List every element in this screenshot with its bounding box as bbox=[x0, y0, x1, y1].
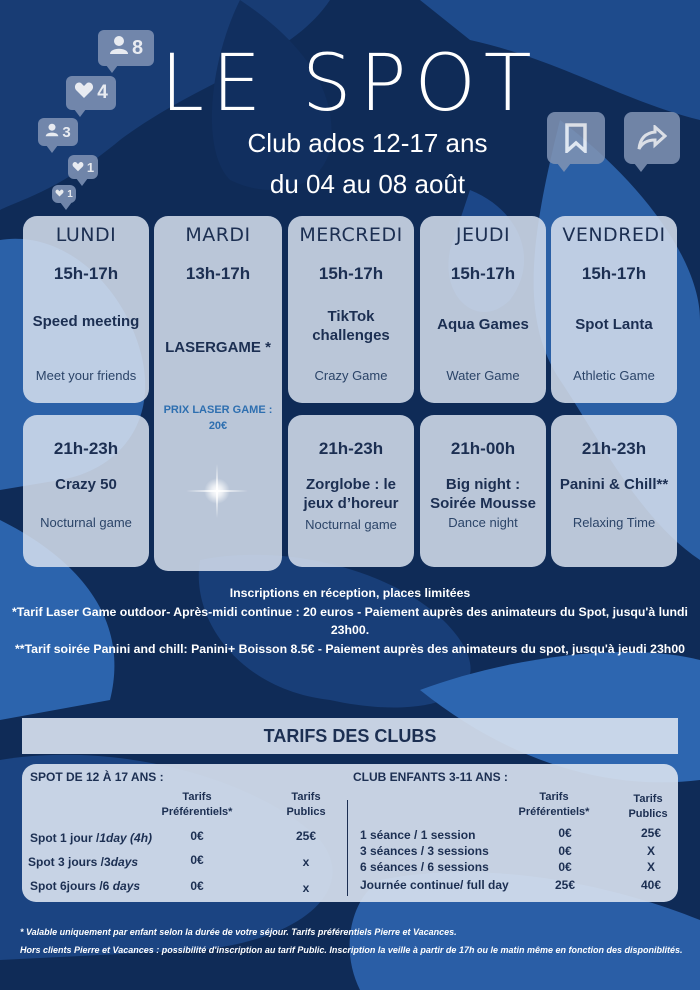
card-mardi: MARDI 13h-17h LASERGAME * PRIX LASER GAM… bbox=[154, 216, 282, 571]
time-slot: 21h-23h bbox=[53, 439, 119, 458]
heart-count-tiny: 1 bbox=[67, 188, 73, 200]
activity-name: Spot Lanta bbox=[575, 316, 653, 333]
enfants-row-2-pref: 0€ bbox=[558, 844, 572, 858]
card-jeudi-evening: 21h-00h Big night : Soirée Mousse Dance … bbox=[420, 415, 546, 567]
day-name: MARDI bbox=[185, 224, 251, 246]
spot-row-1-pub: 25€ bbox=[295, 829, 317, 843]
card-mercredi-evening: 21h-23h Zorglobe : le jeux d’horeur Noct… bbox=[288, 415, 414, 567]
activity-name: Zorglobe : le jeux d’horeur bbox=[303, 476, 399, 512]
heart-badge-tiny: 1 bbox=[52, 185, 76, 210]
heart-count-small: 1 bbox=[86, 159, 95, 175]
users-count: 3 bbox=[62, 123, 71, 141]
tarifs-table: SPOT DE 12 À 17 ANS : Tarifs Préférentie… bbox=[22, 764, 678, 902]
activity-desc: Nocturnal game bbox=[305, 517, 397, 532]
spot-row-2-label: Spot 3 jours /3days bbox=[28, 855, 139, 869]
enfants-row-3-label: 6 séances / 6 sessions bbox=[360, 860, 489, 874]
page-title: LE SPOT bbox=[160, 39, 540, 129]
day-name: VENDREDI bbox=[562, 224, 666, 246]
activity-name: Big night : Soirée Mousse bbox=[430, 476, 536, 512]
activity-name: Panini & Chill** bbox=[559, 476, 669, 493]
users-badge: 3 bbox=[38, 118, 78, 153]
time-slot: 15h-17h bbox=[318, 264, 384, 283]
spot-row-2-pub: x bbox=[302, 855, 310, 869]
user-icon bbox=[45, 123, 59, 141]
enfants-row-1-pub: 25€ bbox=[640, 826, 662, 840]
enfants-row-1-pref: 0€ bbox=[558, 826, 572, 840]
activity-desc: Dance night bbox=[448, 515, 518, 530]
day-name: JEUDI bbox=[455, 224, 511, 246]
card-lundi-afternoon: LUNDI 15h-17h Speed meeting Meet your fr… bbox=[23, 216, 149, 403]
time-slot: 15h-17h bbox=[53, 264, 119, 283]
enfants-row-3-pref: 0€ bbox=[558, 860, 572, 874]
time-slot: 21h-23h bbox=[318, 439, 384, 458]
enfants-heading: CLUB ENFANTS 3-11 ANS : bbox=[353, 770, 508, 784]
light-flare bbox=[186, 464, 248, 518]
enfants-row-4-pref: 25€ bbox=[554, 878, 576, 892]
bookmark-icon bbox=[547, 112, 605, 172]
inscriptions-note: Inscriptions en réception, places limité… bbox=[229, 586, 471, 600]
spot-row-3-pref: 0€ bbox=[190, 879, 204, 893]
enfants-row-1-label: 1 séance / 1 session bbox=[360, 828, 476, 842]
spot-row-1-label: Spot 1 jour /1day (4h) bbox=[30, 831, 153, 845]
heart-badge-small: 1 bbox=[68, 155, 98, 186]
time-slot: 15h-17h bbox=[450, 264, 516, 283]
column-divider bbox=[347, 800, 348, 896]
day-name: MERCREDI bbox=[299, 224, 403, 246]
day-name: LUNDI bbox=[55, 224, 117, 246]
likes-badge: 4 bbox=[66, 76, 116, 117]
card-jeudi-afternoon: JEUDI 15h-17h Aqua Games Water Game bbox=[420, 216, 546, 403]
activity-name: Speed meeting bbox=[32, 313, 140, 330]
card-lundi-evening: 21h-23h Crazy 50 Nocturnal game bbox=[23, 415, 149, 567]
time-slot: 13h-17h bbox=[185, 264, 251, 283]
time-slot: 15h-17h bbox=[581, 264, 647, 283]
likes-count: 4 bbox=[97, 82, 108, 103]
activity-desc: Relaxing Time bbox=[572, 515, 656, 530]
time-slot: 21h-23h bbox=[581, 439, 647, 458]
spot-row-1-pref: 0€ bbox=[190, 829, 204, 843]
activity-name: Crazy 50 bbox=[55, 476, 117, 493]
spot-row-3-pub: x bbox=[302, 881, 310, 895]
laser-price-note: *Tarif Laser Game outdoor- Après-midi co… bbox=[12, 605, 688, 637]
spot-heading: SPOT DE 12 À 17 ANS : bbox=[30, 770, 164, 784]
enfants-row-4-label: Journée continue/ full day bbox=[360, 878, 509, 892]
card-mercredi-afternoon: MERCREDI 15h-17h TikTok challenges Crazy… bbox=[288, 216, 414, 403]
spot-col-pref: Tarifs Préférentiels* bbox=[161, 791, 233, 818]
activity-name: LASERGAME * bbox=[165, 339, 271, 356]
enfants-col-pref: Tarifs Préférentiels* bbox=[518, 791, 590, 818]
activity-desc: Meet your friends bbox=[35, 368, 137, 383]
activity-name: TikTok challenges bbox=[312, 308, 390, 344]
tarifs-title: TARIFS DES CLUBS bbox=[22, 718, 678, 754]
enfants-row-2-label: 3 séances / 3 sessions bbox=[360, 844, 489, 858]
followers-badge: 8 bbox=[98, 30, 154, 73]
activity-desc: Nocturnal game bbox=[40, 515, 132, 530]
followers-count: 8 bbox=[131, 36, 144, 59]
activity-desc: Water Game bbox=[446, 368, 520, 383]
time-slot: 21h-00h bbox=[450, 439, 516, 458]
laser-game-price: PRIX LASER GAME : 20€ bbox=[163, 404, 273, 432]
enfants-col-pub: Tarifs Publics bbox=[628, 793, 668, 820]
footnote-1: * Valable uniquement par enfant selon la… bbox=[20, 927, 457, 937]
activity-desc: Athletic Game bbox=[573, 368, 655, 383]
enfants-row-2-pub: X bbox=[646, 844, 655, 858]
activity-name: Aqua Games bbox=[437, 316, 529, 333]
page-subtitle: Club ados 12-17 ans bbox=[247, 128, 488, 158]
enfants-row-4-pub: 40€ bbox=[640, 878, 662, 892]
heart-icon bbox=[55, 189, 64, 200]
spot-row-3-label: Spot 6jours /6 days bbox=[30, 879, 141, 893]
enfants-row-3-pub: X bbox=[646, 860, 655, 874]
user-icon bbox=[109, 35, 129, 61]
heart-icon bbox=[72, 160, 84, 175]
spot-col-pub: Tarifs Publics bbox=[286, 791, 326, 818]
card-vendredi-evening: 21h-23h Panini & Chill** Relaxing Time bbox=[551, 415, 677, 567]
activity-desc: Crazy Game bbox=[314, 368, 388, 383]
heart-icon bbox=[74, 81, 94, 105]
panini-price-note: **Tarif soirée Panini and chill: Panini+… bbox=[15, 642, 685, 656]
date-range: du 04 au 08 août bbox=[269, 169, 466, 199]
card-vendredi-afternoon: VENDREDI 15h-17h Spot Lanta Athletic Gam… bbox=[551, 216, 677, 403]
footnote-2: Hors clients Pierre et Vacances : possib… bbox=[20, 945, 683, 955]
spot-row-2-pref: 0€ bbox=[190, 853, 204, 867]
share-icon bbox=[624, 112, 680, 172]
